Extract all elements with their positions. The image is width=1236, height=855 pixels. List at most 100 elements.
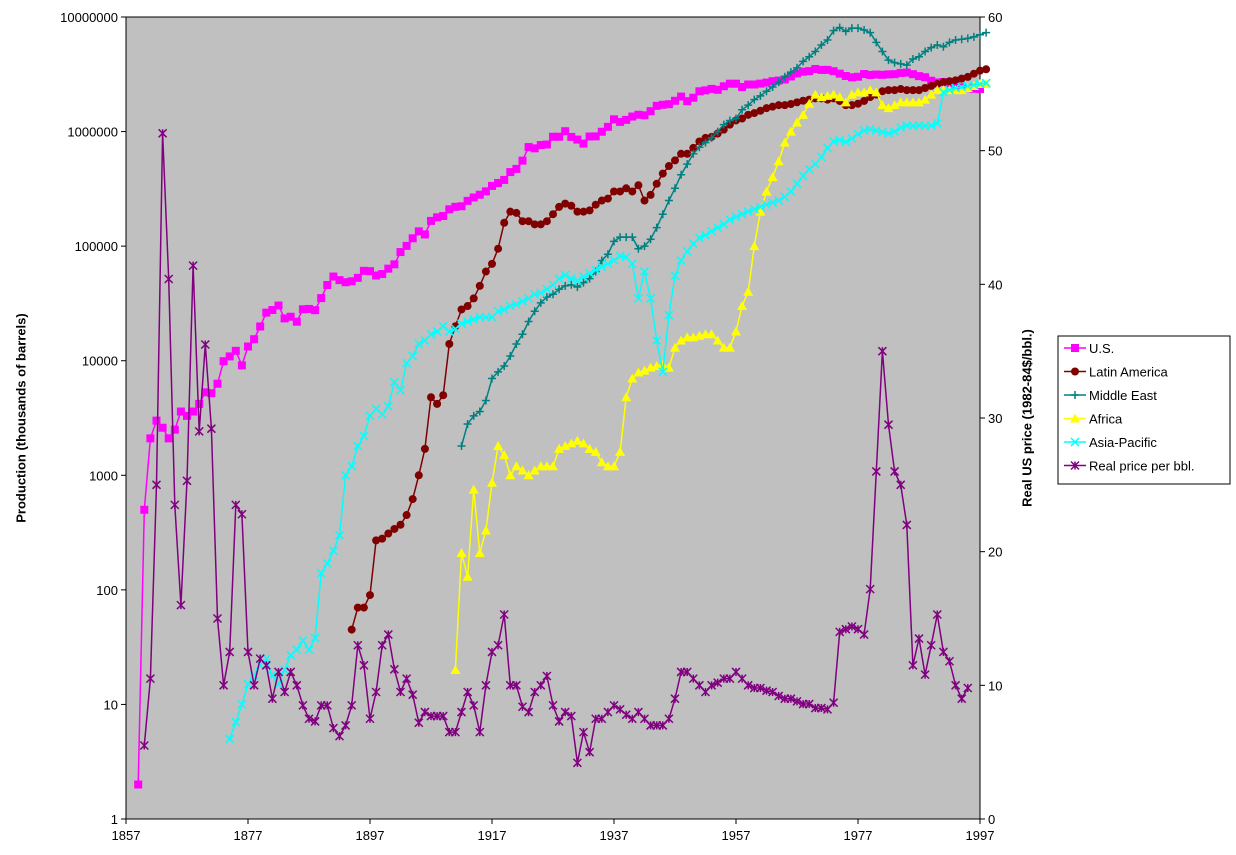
data-point-latin-america	[847, 101, 856, 110]
data-point-middle-east	[695, 143, 704, 152]
data-point-latin-america	[640, 196, 649, 205]
x-tick-label: 1877	[234, 828, 263, 843]
data-point-latin-america	[646, 190, 655, 199]
data-point-u-s	[915, 72, 923, 81]
legend-marker-u-s	[1071, 344, 1079, 352]
data-point-middle-east	[823, 35, 832, 44]
legend-label-u-s: U.S.	[1089, 341, 1114, 356]
data-point-u-s	[463, 196, 472, 205]
data-point-middle-east	[573, 282, 582, 291]
data-point-real-price-per-bbl	[164, 274, 174, 284]
data-point-real-price-per-bbl	[957, 694, 967, 704]
data-point-asia-pacific	[237, 699, 247, 709]
data-point-u-s	[292, 317, 301, 326]
data-point-asia-pacific	[926, 120, 936, 131]
data-point-latin-america	[555, 202, 564, 211]
data-point-middle-east	[829, 26, 838, 35]
data-point-u-s	[829, 67, 838, 76]
data-point-u-s	[323, 280, 332, 289]
data-point-latin-america	[384, 529, 393, 538]
data-point-africa	[798, 109, 809, 119]
legend-label-real-price-per-bbl: Real price per bbl.	[1089, 459, 1195, 474]
data-point-real-price-per-bbl	[902, 520, 912, 530]
data-point-u-s	[793, 69, 801, 78]
data-point-middle-east	[475, 407, 484, 416]
legend-label-latin-america: Latin America	[1089, 365, 1169, 380]
data-point-africa	[865, 85, 876, 95]
data-point-u-s	[713, 85, 722, 94]
data-point-real-price-per-bbl	[792, 696, 802, 706]
data-point-latin-america	[536, 220, 545, 229]
data-point-asia-pacific	[700, 230, 711, 240]
data-point-latin-america	[445, 339, 454, 348]
data-point-asia-pacific	[761, 200, 772, 210]
series-middle-east	[457, 23, 991, 451]
data-point-real-price-per-bbl	[511, 680, 521, 690]
data-point-real-price-per-bbl	[310, 716, 320, 726]
data-point-africa	[926, 89, 937, 99]
data-point-u-s	[591, 132, 600, 141]
data-point-u-s	[542, 140, 551, 149]
data-point-u-s	[475, 190, 484, 199]
data-point-real-price-per-bbl	[469, 700, 479, 710]
data-point-africa	[889, 100, 900, 110]
data-point-middle-east	[927, 43, 936, 52]
data-point-asia-pacific	[664, 310, 674, 320]
data-point-latin-america	[518, 217, 527, 226]
data-point-latin-america	[982, 65, 991, 74]
data-point-u-s	[603, 122, 612, 131]
data-point-u-s	[719, 82, 728, 91]
data-point-real-price-per-bbl	[542, 671, 552, 681]
data-point-real-price-per-bbl	[932, 609, 942, 620]
data-point-u-s	[262, 308, 271, 317]
data-point-real-price-per-bbl	[829, 698, 839, 708]
data-point-asia-pacific	[743, 207, 753, 217]
data-point-africa	[871, 87, 882, 97]
y2-axis-title: Real US price (1982-84$/bbl.)	[1019, 329, 1034, 507]
data-point-asia-pacific	[841, 137, 851, 147]
data-point-latin-america	[622, 184, 631, 193]
data-point-u-s	[201, 388, 210, 397]
data-point-asia-pacific	[591, 265, 601, 275]
data-point-middle-east	[536, 298, 545, 307]
data-point-africa	[554, 443, 565, 453]
legend-label-middle-east: Middle East	[1089, 388, 1157, 403]
data-point-middle-east	[896, 59, 905, 68]
data-point-u-s	[231, 346, 240, 355]
data-point-asia-pacific	[932, 118, 942, 128]
data-point-middle-east	[884, 56, 893, 65]
data-point-africa	[883, 103, 894, 113]
data-point-middle-east	[500, 361, 509, 370]
data-point-u-s	[750, 80, 759, 89]
data-point-asia-pacific	[719, 219, 729, 229]
data-point-u-s	[268, 306, 277, 315]
data-point-asia-pacific	[768, 198, 778, 208]
data-point-middle-east	[982, 28, 991, 37]
data-point-u-s	[146, 434, 155, 443]
data-point-asia-pacific	[890, 127, 900, 137]
data-point-middle-east	[555, 285, 564, 294]
data-point-real-price-per-bbl	[359, 660, 369, 670]
data-point-u-s	[298, 305, 307, 314]
data-point-latin-america	[976, 66, 984, 75]
x-tick-label: 1917	[478, 828, 507, 843]
data-point-asia-pacific	[713, 223, 723, 233]
data-point-u-s	[164, 434, 173, 443]
data-point-asia-pacific	[353, 441, 363, 451]
data-point-africa	[773, 156, 784, 166]
data-point-real-price-per-bbl	[786, 694, 796, 704]
data-point-u-s	[408, 234, 417, 243]
data-point-latin-america	[780, 101, 789, 110]
data-point-middle-east	[603, 250, 612, 259]
data-point-latin-america	[402, 511, 411, 520]
data-point-asia-pacific	[578, 272, 589, 282]
data-point-real-price-per-bbl	[420, 707, 430, 717]
data-point-middle-east	[786, 68, 795, 77]
data-point-u-s	[280, 314, 289, 323]
data-point-latin-america	[671, 156, 679, 165]
data-point-africa	[523, 470, 534, 480]
data-point-real-price-per-bbl	[524, 707, 534, 717]
data-point-middle-east	[799, 57, 808, 66]
data-point-asia-pacific	[816, 152, 826, 162]
data-point-latin-america	[793, 98, 801, 107]
